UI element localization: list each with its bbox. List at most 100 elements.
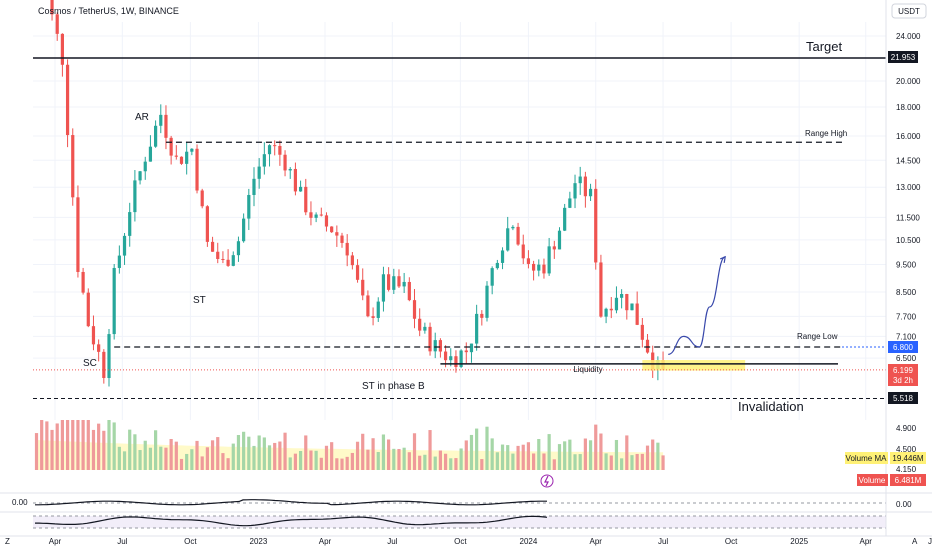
volume-bar bbox=[195, 440, 199, 470]
candle-body bbox=[578, 176, 582, 184]
volume-bar bbox=[609, 455, 613, 470]
y-tick-label: 4.900 bbox=[896, 424, 917, 433]
volume-bar bbox=[366, 449, 370, 470]
badge-z[interactable]: Z bbox=[5, 537, 10, 546]
currency-button[interactable] bbox=[891, 3, 927, 19]
volume-bar bbox=[661, 455, 665, 470]
time-axis: Apr Jul Oct 2023 Apr Jul Oct 2024 Apr Jul Oct 2025 A… bbox=[0, 535, 932, 546]
volume-bar bbox=[293, 453, 298, 470]
candle-body bbox=[480, 313, 484, 318]
candle-body bbox=[216, 251, 220, 259]
candle-body bbox=[309, 212, 313, 218]
x-tick-label: Apr bbox=[319, 537, 332, 546]
badge-a[interactable]: A bbox=[912, 537, 918, 546]
y-tick-label: 6.500 bbox=[896, 354, 917, 363]
badge-current bbox=[888, 364, 918, 386]
candle-body bbox=[91, 326, 96, 345]
candle-body bbox=[55, 14, 59, 34]
volume-bar bbox=[371, 438, 375, 470]
label-st: ST bbox=[193, 295, 206, 306]
volume-bar bbox=[614, 439, 619, 470]
volume-bar bbox=[485, 426, 489, 470]
candle-body bbox=[361, 279, 365, 296]
volume-bar bbox=[122, 451, 127, 470]
candle-body bbox=[475, 313, 479, 344]
volume-bar bbox=[288, 457, 292, 470]
volume-bar bbox=[159, 446, 163, 470]
volume-bar bbox=[236, 435, 241, 470]
volume-bar bbox=[412, 433, 417, 470]
candle-body bbox=[164, 114, 168, 138]
volume-bar bbox=[568, 439, 572, 470]
osc2-line bbox=[35, 515, 548, 527]
y-tick-label: 4.500 bbox=[896, 445, 917, 454]
volume-bar bbox=[475, 428, 479, 470]
volume-bar bbox=[392, 448, 396, 470]
x-tick-label: Apr bbox=[49, 537, 62, 546]
osc2-band bbox=[33, 516, 886, 528]
candle-body bbox=[537, 264, 541, 271]
x-tick-label: Oct bbox=[184, 537, 197, 546]
volume-bar bbox=[464, 440, 468, 470]
levels bbox=[33, 57, 886, 400]
volume-bar bbox=[345, 456, 349, 470]
grid bbox=[33, 22, 886, 420]
volume-bar bbox=[200, 456, 204, 470]
label-target: Target bbox=[806, 39, 843, 54]
candle-body bbox=[552, 246, 556, 250]
volume-bar bbox=[185, 453, 189, 470]
candle-body bbox=[335, 232, 339, 236]
volume-label: Volume bbox=[859, 476, 886, 485]
candle-body bbox=[122, 235, 127, 256]
candle-body bbox=[583, 176, 587, 197]
volume-bar bbox=[257, 435, 261, 470]
candle-body bbox=[645, 339, 650, 353]
volume-bar bbox=[86, 420, 90, 470]
candle-body bbox=[516, 226, 520, 245]
candle-body bbox=[314, 214, 318, 218]
volume-bar bbox=[578, 454, 582, 470]
volume-bar bbox=[656, 442, 660, 470]
price-axis: 24.000 20.000 18.000 16.000 14.500 13.000 11.5… bbox=[885, 0, 921, 536]
candle-body bbox=[252, 178, 256, 195]
candle-body bbox=[60, 33, 64, 65]
badge-countdown-text: 3d 2h bbox=[893, 376, 913, 385]
osc1-left-value: 0.00 bbox=[12, 498, 28, 507]
x-tick-label: Apr bbox=[860, 537, 873, 546]
volume-bar bbox=[340, 458, 344, 470]
candle-body bbox=[133, 180, 137, 213]
candle-body bbox=[50, 0, 54, 15]
volume-bar bbox=[335, 458, 339, 470]
volume-bar bbox=[107, 420, 111, 470]
candle-body bbox=[532, 263, 536, 271]
x-tick-label: 2025 bbox=[790, 537, 808, 546]
volume-bar bbox=[376, 451, 380, 470]
volume-bar bbox=[102, 430, 106, 470]
volume-bar bbox=[361, 433, 365, 470]
lightning-icon[interactable] bbox=[540, 474, 554, 488]
candle-body bbox=[298, 186, 303, 192]
y-tick-label: 16.000 bbox=[896, 132, 921, 141]
candle-body bbox=[438, 340, 442, 352]
volume-bar bbox=[495, 452, 499, 470]
volume-bar bbox=[164, 447, 168, 470]
volume-bar bbox=[547, 434, 551, 470]
volume-bar bbox=[60, 420, 64, 470]
volume-bar bbox=[133, 434, 137, 470]
volume-bar bbox=[599, 433, 603, 470]
volume-bar bbox=[283, 432, 287, 470]
candle-body bbox=[459, 350, 463, 367]
candle-body bbox=[526, 258, 531, 264]
volume-bar bbox=[563, 441, 567, 470]
volume-bar bbox=[521, 444, 525, 470]
osc1-right-value: 0.00 bbox=[896, 500, 912, 509]
candle-body bbox=[231, 255, 235, 266]
volume-bar bbox=[50, 429, 54, 470]
y-tick-label: 8.500 bbox=[896, 288, 917, 297]
candle-body bbox=[174, 155, 178, 157]
volume-bar bbox=[112, 422, 116, 470]
volume-bar bbox=[278, 441, 282, 470]
volume-bar bbox=[210, 440, 215, 470]
projection bbox=[668, 255, 726, 355]
x-tick-label: 2024 bbox=[520, 537, 538, 546]
